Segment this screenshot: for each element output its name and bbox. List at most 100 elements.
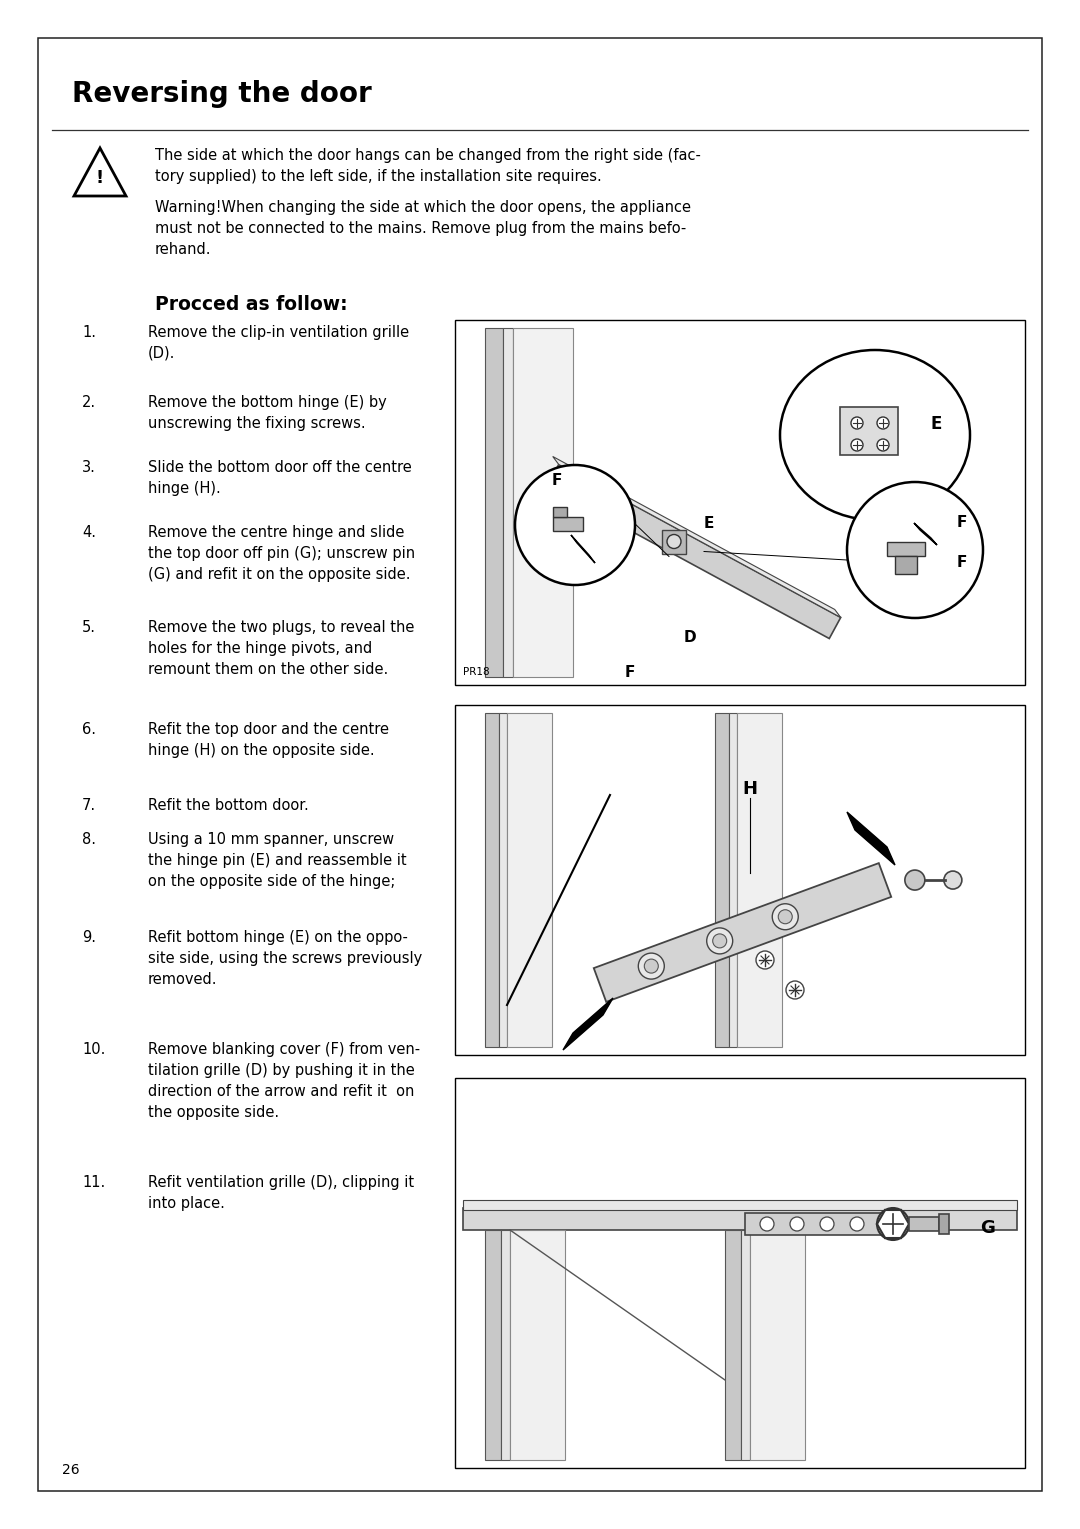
Circle shape <box>944 872 962 888</box>
Text: Remove blanking cover (F) from ven-
tilation grille (D) by pushing it in the
dir: Remove blanking cover (F) from ven- tila… <box>148 1041 420 1121</box>
Polygon shape <box>563 998 613 1050</box>
Bar <box>499 713 507 1047</box>
Bar <box>662 529 686 553</box>
Circle shape <box>515 465 635 586</box>
Bar <box>729 713 737 1047</box>
Text: Remove the clip-in ventilation grille
(D).: Remove the clip-in ventilation grille (D… <box>148 326 409 361</box>
Polygon shape <box>594 862 891 1001</box>
Text: 10.: 10. <box>82 1041 106 1057</box>
Polygon shape <box>914 523 937 544</box>
Text: PR18: PR18 <box>463 667 489 677</box>
Circle shape <box>877 439 889 451</box>
Text: Reversing the door: Reversing the door <box>72 80 372 109</box>
Circle shape <box>772 904 798 930</box>
Text: Slide the bottom door off the centre
hinge (H).: Slide the bottom door off the centre hin… <box>148 460 411 495</box>
Circle shape <box>779 910 793 924</box>
Bar <box>455 705 1025 1055</box>
Polygon shape <box>847 812 895 865</box>
Bar <box>745 1212 895 1235</box>
Polygon shape <box>563 998 613 1050</box>
Text: 1.: 1. <box>82 326 96 339</box>
Text: F: F <box>957 555 968 570</box>
Polygon shape <box>75 148 126 196</box>
Bar <box>750 1229 805 1460</box>
Text: 9.: 9. <box>82 930 96 945</box>
Text: 5.: 5. <box>82 619 96 635</box>
Bar <box>463 1200 1017 1209</box>
Text: H: H <box>743 780 757 798</box>
Bar <box>909 1217 939 1231</box>
Bar <box>507 713 552 1047</box>
Text: 4.: 4. <box>82 524 96 540</box>
Text: Refit the top door and the centre
hinge (H) on the opposite side.: Refit the top door and the centre hinge … <box>148 722 389 758</box>
Circle shape <box>645 959 659 972</box>
Text: E: E <box>704 517 714 532</box>
Bar <box>553 508 567 517</box>
Bar <box>715 713 729 1047</box>
Text: Refit the bottom door.: Refit the bottom door. <box>148 798 309 813</box>
Bar <box>553 517 583 531</box>
Bar <box>887 541 924 557</box>
Text: Refit bottom hinge (E) on the oppo-
site side, using the screws previously
remov: Refit bottom hinge (E) on the oppo- site… <box>148 930 422 988</box>
Text: 8.: 8. <box>82 832 96 847</box>
Text: 7.: 7. <box>82 798 96 813</box>
Circle shape <box>789 1217 804 1231</box>
Text: Refit ventilation grille (D), clipping it
into place.: Refit ventilation grille (D), clipping i… <box>148 1174 414 1211</box>
Circle shape <box>877 1208 909 1240</box>
Bar <box>485 1229 501 1460</box>
Text: G: G <box>981 1219 995 1237</box>
Text: 11.: 11. <box>82 1174 105 1190</box>
Circle shape <box>786 982 804 998</box>
Circle shape <box>851 439 863 451</box>
Polygon shape <box>571 535 595 563</box>
Polygon shape <box>553 457 840 618</box>
Polygon shape <box>847 812 895 865</box>
Circle shape <box>706 928 732 954</box>
Circle shape <box>820 1217 834 1231</box>
Bar <box>737 713 782 1047</box>
Text: 3.: 3. <box>82 460 96 476</box>
Bar <box>503 329 513 677</box>
Text: F: F <box>625 665 635 680</box>
Bar <box>455 1078 1025 1468</box>
Bar <box>510 1229 565 1460</box>
Circle shape <box>713 934 727 948</box>
Text: F: F <box>957 515 968 531</box>
Text: Procced as follow:: Procced as follow: <box>156 295 348 313</box>
Text: D: D <box>684 630 697 645</box>
Text: 2.: 2. <box>82 394 96 410</box>
Bar <box>455 320 1025 685</box>
Circle shape <box>851 417 863 430</box>
Circle shape <box>905 870 924 890</box>
Text: Using a 10 mm spanner, unscrew
the hinge pin (E) and reassemble it
on the opposi: Using a 10 mm spanner, unscrew the hinge… <box>148 832 407 888</box>
Circle shape <box>847 482 983 618</box>
Text: Remove the bottom hinge (E) by
unscrewing the fixing screws.: Remove the bottom hinge (E) by unscrewin… <box>148 394 387 431</box>
Text: 6.: 6. <box>82 722 96 737</box>
Bar <box>463 1208 1017 1229</box>
Text: F: F <box>552 472 563 488</box>
Text: Remove the two plugs, to reveal the
holes for the hinge pivots, and
remount them: Remove the two plugs, to reveal the hole… <box>148 619 415 677</box>
Circle shape <box>667 535 681 549</box>
Text: !: ! <box>96 168 104 187</box>
Bar <box>840 407 897 456</box>
Bar <box>895 557 917 573</box>
Bar <box>513 329 573 677</box>
Polygon shape <box>548 465 840 639</box>
Circle shape <box>850 1217 864 1231</box>
Bar <box>485 713 499 1047</box>
Circle shape <box>760 1217 774 1231</box>
Circle shape <box>638 953 664 979</box>
Text: E: E <box>930 414 942 433</box>
Text: The side at which the door hangs can be changed from the right side (fac-
tory s: The side at which the door hangs can be … <box>156 148 701 183</box>
Circle shape <box>756 951 774 969</box>
Bar <box>485 329 503 677</box>
Text: 26: 26 <box>62 1463 80 1477</box>
Bar <box>741 1229 750 1460</box>
Bar <box>939 1214 949 1234</box>
Text: Remove the centre hinge and slide
the top door off pin (G); unscrew pin
(G) and : Remove the centre hinge and slide the to… <box>148 524 415 583</box>
Bar <box>501 1229 510 1460</box>
Ellipse shape <box>780 350 970 520</box>
Circle shape <box>877 417 889 430</box>
Text: Warning!When changing the side at which the door opens, the appliance
must not b: Warning!When changing the side at which … <box>156 200 691 257</box>
Bar <box>725 1229 741 1460</box>
